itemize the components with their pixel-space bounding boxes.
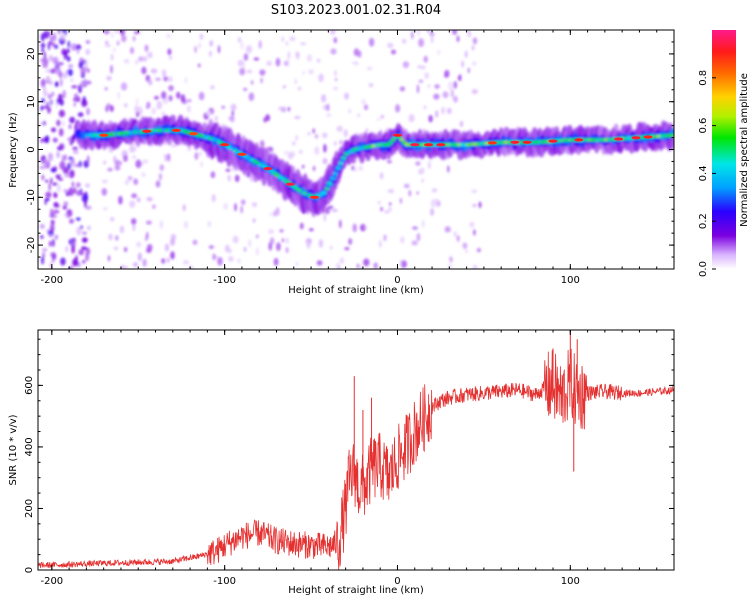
snr-y-tick: 0 bbox=[24, 567, 35, 573]
snr-x-tick: -200 bbox=[40, 576, 63, 587]
snr-y-label: SNR (10 * v/v) bbox=[8, 414, 19, 485]
spectrogram-x-tick: -100 bbox=[213, 275, 236, 286]
colorbar-tick: 0.6 bbox=[698, 118, 709, 134]
colorbar-ticks: 0.0 0.2 0.4 0.6 0.8 bbox=[698, 70, 716, 277]
snr-panel: -200 -100 0 100 0 200 400 600 Height of straigh… bbox=[8, 329, 675, 596]
colorbar-tick: 0.2 bbox=[698, 213, 709, 229]
colorbar-tick: 0.0 bbox=[698, 261, 709, 277]
figure-title: S103.2023.001.02.31.R04 bbox=[271, 3, 441, 18]
snr-y-tick: 600 bbox=[24, 376, 35, 395]
spectrogram-y-label: Frequency (Hz) bbox=[8, 112, 19, 188]
spectrogram-y-tick: -20 bbox=[26, 237, 37, 253]
snr-series bbox=[38, 330, 674, 570]
colorbar-tick: 0.4 bbox=[698, 165, 709, 181]
colorbar-gradient bbox=[712, 30, 736, 269]
spectrogram-y-tick: -10 bbox=[26, 189, 37, 205]
snr-x-label: Height of straight line (km) bbox=[288, 585, 424, 596]
snr-y-tick: 200 bbox=[24, 499, 35, 518]
snr-ticks: -200 -100 0 100 0 200 400 600 bbox=[24, 330, 674, 587]
spectrogram-y-tick: 20 bbox=[26, 48, 37, 61]
spectrogram-x-tick: 100 bbox=[561, 275, 580, 286]
spectrogram-x-tick: 0 bbox=[394, 275, 400, 286]
snr-y-tick: 400 bbox=[24, 437, 35, 456]
spectrogram-heatmap bbox=[39, 30, 674, 269]
spectrogram-y-tick: 0 bbox=[26, 146, 37, 152]
colorbar: 0.0 0.2 0.4 0.6 0.8 Normalized spectral ampl… bbox=[698, 30, 750, 277]
snr-line bbox=[38, 348, 674, 570]
spectrogram-x-label: Height of straight line (km) bbox=[288, 285, 424, 296]
snr-x-tick: 0 bbox=[394, 576, 400, 587]
colorbar-tick: 0.8 bbox=[698, 70, 709, 86]
colorbar-label: Normalized spectral amplitude bbox=[739, 73, 750, 227]
snr-x-tick: 100 bbox=[561, 576, 580, 587]
snr-x-tick: -100 bbox=[213, 576, 236, 587]
spectrogram-x-tick: -200 bbox=[40, 275, 63, 286]
snr-frame bbox=[37, 329, 675, 571]
spectrogram-y-tick: 10 bbox=[26, 95, 37, 108]
